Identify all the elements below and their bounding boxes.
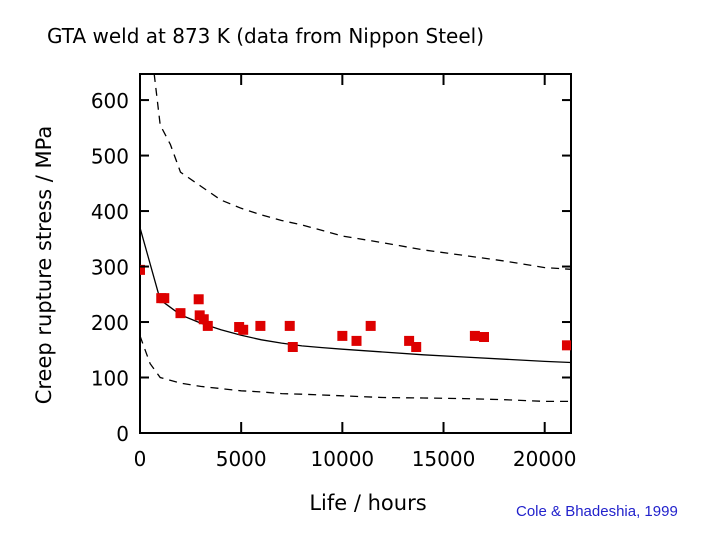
y-tick-label: 0 [116,422,129,446]
data-point [365,320,376,331]
data-point [193,294,204,305]
x-tick-label: 15000 [412,447,476,471]
y-tick-label: 200 [91,311,129,335]
data-point [561,340,571,351]
data-point [404,335,415,346]
data-point [478,332,489,343]
data-point [198,314,209,325]
data-point [411,341,422,352]
lower-bound-line [139,335,571,403]
y-tick-label: 100 [91,367,129,391]
data-point [159,293,170,304]
y-tick-label: 500 [91,145,129,169]
y-axis-label: Creep rupture stress / MPa [32,126,56,405]
series-lines [139,73,572,403]
data-point [284,320,295,331]
plot-area [139,73,572,434]
data-point [202,320,213,331]
x-ticks [240,74,546,433]
x-tick-label: 5000 [216,447,267,471]
x-tick-label: 0 [134,447,147,471]
data-markers [140,264,571,352]
data-point [351,335,362,346]
chart-title: GTA weld at 873 K (data from Nippon Stee… [47,24,484,48]
data-point [469,330,480,341]
credit-text: Cole & Bhadeshia, 1999 [516,503,678,520]
x-tick-label: 10000 [311,447,375,471]
y-ticks [140,99,571,379]
data-point [175,308,186,319]
x-tick-label: 20000 [513,447,577,471]
data-point [287,341,298,352]
y-tick-label: 300 [91,256,129,280]
upper-bound-line [153,73,572,270]
data-point [337,330,348,341]
data-point [140,264,145,275]
x-axis-label: Life / hours [309,491,426,515]
data-point [255,320,266,331]
plot-frame [139,73,572,434]
y-tick-labels: 0 100 200 300 400 500 600 [91,89,129,446]
y-tick-label: 400 [91,200,129,224]
data-point [238,324,249,335]
y-tick-label: 600 [91,89,129,113]
x-tick-labels: 0 5000 10000 15000 20000 [134,447,577,471]
model-prediction-line [139,227,572,364]
